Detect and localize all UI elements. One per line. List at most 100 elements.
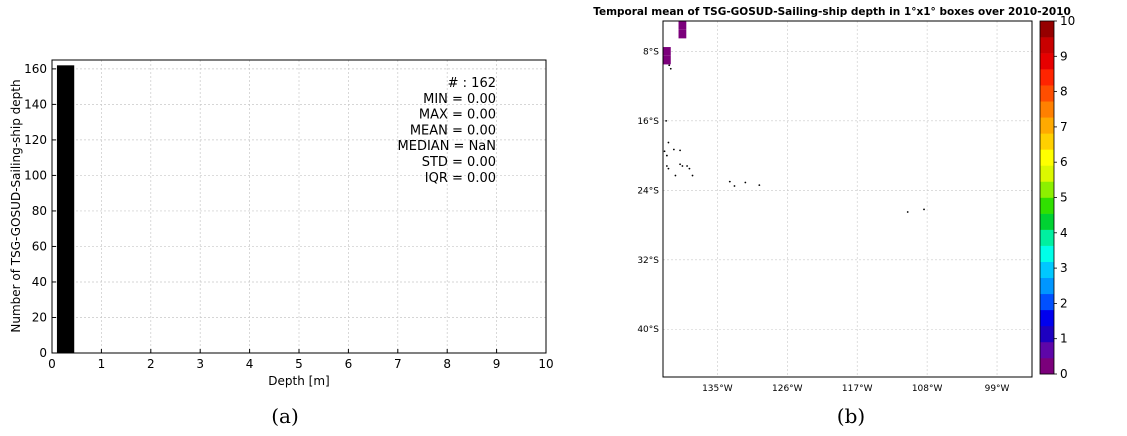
map-chart: Temporal mean of TSG-GOSUD-Sailing-ship … — [593, 6, 1075, 428]
map-cell — [678, 29, 687, 39]
histogram-bars — [56, 65, 75, 353]
map-cell — [663, 55, 671, 65]
colorbar-tick-label: 3 — [1060, 261, 1068, 275]
colorbar-segment — [1040, 21, 1054, 38]
island-dot — [758, 184, 761, 187]
map-lon-tick-label: 99°W — [985, 384, 1010, 394]
colorbar-segment — [1040, 261, 1054, 279]
hist-x-tick-label: 2 — [147, 357, 155, 371]
histogram-stat-line: # : 162 — [448, 76, 496, 91]
island-dot — [906, 211, 909, 213]
island-dot — [665, 119, 668, 122]
island-dot — [686, 165, 688, 167]
caption-b: (b) — [837, 404, 865, 428]
hist-x-tick-label: 1 — [98, 357, 106, 371]
histogram-stat-line: MEAN = 0.00 — [410, 123, 496, 138]
caption-a: (a) — [271, 404, 299, 428]
colorbar-tick-label: 4 — [1060, 226, 1068, 240]
histogram-y-ticks: 0 20 40 60 80 100 120 140 160 — [24, 62, 56, 360]
colorbar-segment — [1040, 149, 1054, 166]
colorbar-segment — [1040, 341, 1054, 359]
colorbar-tick-label: 10 — [1060, 14, 1075, 28]
histogram-stat-line: MAX = 0.00 — [419, 108, 496, 123]
hist-y-tick-label: 160 — [24, 62, 47, 76]
island-dot — [672, 148, 675, 151]
map-lat-tick-label: 24°S — [637, 186, 659, 196]
island-dot — [665, 154, 668, 157]
colorbar-segment — [1040, 101, 1054, 118]
hist-x-tick-label: 7 — [394, 357, 402, 371]
colorbar-segment — [1040, 277, 1054, 295]
histogram-bar — [56, 65, 75, 353]
map-grid — [663, 21, 1032, 377]
colorbar-segment — [1040, 357, 1054, 375]
hist-x-tick-label: 4 — [246, 357, 254, 371]
island-dot — [665, 165, 668, 167]
colorbar-tick-label: 6 — [1060, 155, 1068, 169]
colorbar-segment — [1040, 309, 1054, 327]
hist-y-tick-label: 40 — [32, 275, 47, 289]
colorbar-segment — [1040, 181, 1054, 198]
colorbar-segment — [1040, 197, 1054, 214]
colorbar-ticks: 0 1 2 3 4 5 6 7 8 9 10 — [1054, 14, 1075, 381]
map-lat-ticks: 8°S 16°S 24°S 32°S 40°S — [637, 47, 659, 335]
hist-x-tick-label: 3 — [196, 357, 204, 371]
map-lat-tick-label: 16°S — [637, 117, 659, 127]
map-cell — [678, 21, 687, 30]
colorbar-tick-label: 5 — [1060, 191, 1068, 205]
colorbar-tick-label: 2 — [1060, 296, 1068, 310]
island-dot — [667, 167, 670, 170]
map-lon-tick-label: 108°W — [912, 384, 943, 394]
island-dot — [668, 64, 671, 67]
hist-y-tick-label: 60 — [32, 239, 47, 253]
colorbar-segment — [1040, 325, 1054, 343]
map-cell — [663, 47, 671, 56]
hist-y-tick-label: 80 — [32, 204, 47, 218]
colorbar-segment — [1040, 229, 1054, 246]
hist-x-tick-label: 6 — [345, 357, 353, 371]
hist-y-tick-label: 120 — [24, 133, 47, 147]
colorbar-tick-label: 8 — [1060, 85, 1068, 99]
island-dot — [923, 208, 925, 211]
hist-y-tick-label: 140 — [24, 97, 47, 111]
hist-x-tick-label: 9 — [493, 357, 501, 371]
map-lon-tick-label: 135°W — [702, 384, 733, 394]
histogram-chart: 0 1 2 3 4 5 6 7 8 9 10 0 20 40 60 80 100 120 140 160 Depth… — [9, 59, 554, 428]
island-dot — [667, 141, 670, 144]
colorbar-segment — [1040, 213, 1054, 230]
island-dot — [733, 185, 736, 187]
map-lat-tick-label: 32°S — [637, 256, 659, 266]
island-dot — [691, 174, 694, 177]
colorbar-tick-label: 7 — [1060, 120, 1068, 134]
histogram-stat-line: IQR = 0.00 — [425, 171, 496, 186]
island-dot — [679, 149, 681, 152]
island-dot — [681, 165, 684, 167]
hist-x-tick-label: 8 — [443, 357, 451, 371]
map-lat-tick-label: 8°S — [643, 47, 659, 57]
colorbar-segment — [1040, 133, 1054, 150]
histogram-stat-line: MEDIAN = NaN — [398, 139, 496, 154]
hist-x-tick-label: 0 — [48, 357, 56, 371]
map-title: Temporal mean of TSG-GOSUD-Sailing-ship … — [593, 6, 1071, 18]
map-frame — [662, 20, 1033, 378]
island-dot — [679, 163, 681, 166]
island-dot — [669, 67, 672, 70]
island-dot — [728, 180, 731, 183]
colorbar-segment — [1040, 69, 1054, 86]
histogram-stat-line: MIN = 0.00 — [423, 92, 496, 107]
colorbar-tick-label: 0 — [1060, 367, 1068, 381]
colorbar-segment — [1040, 165, 1054, 182]
map-islands — [663, 60, 925, 213]
map-lon-tick-label: 117°W — [842, 384, 873, 394]
colorbar-segment — [1040, 293, 1054, 311]
hist-y-tick-label: 20 — [32, 310, 47, 324]
hist-y-tick-label: 0 — [39, 346, 47, 360]
map-lon-tick-label: 126°W — [772, 384, 803, 394]
hist-y-tick-label: 100 — [24, 168, 47, 182]
hist-x-tick-label: 10 — [538, 357, 553, 371]
colorbar-segment — [1040, 53, 1054, 70]
hist-x-tick-label: 5 — [295, 357, 303, 371]
colorbar-segment — [1040, 117, 1054, 134]
